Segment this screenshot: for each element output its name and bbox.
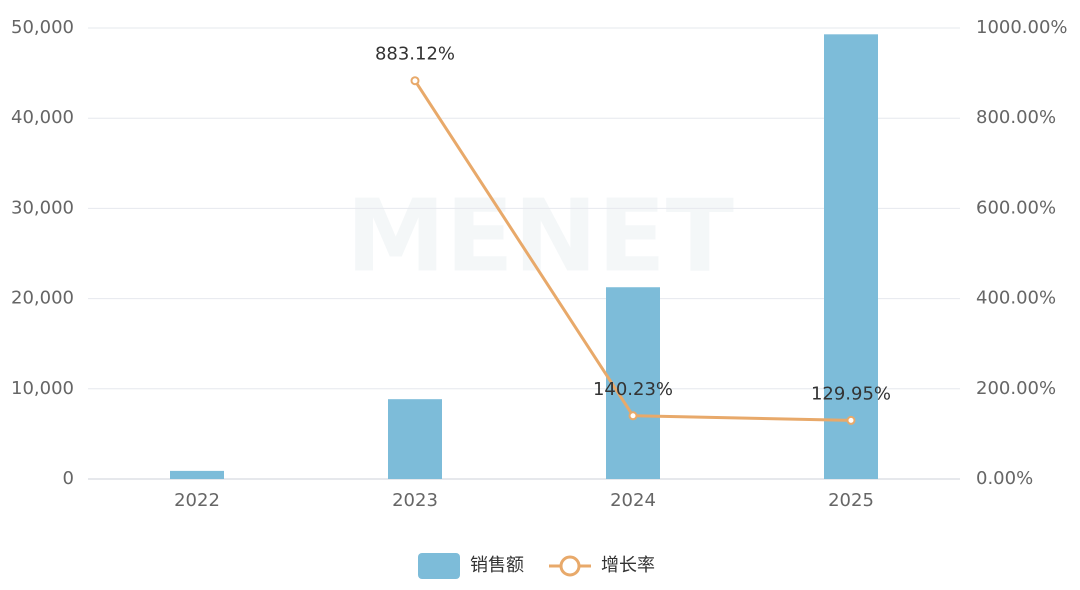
legend-label: 销售额 [470, 555, 524, 576]
x-tick-label: 2025 [828, 490, 874, 511]
bar [170, 470, 224, 479]
y-tick-label: 20,000 [11, 288, 74, 309]
legend-swatch [559, 555, 581, 577]
line-point [628, 411, 638, 421]
bar [388, 399, 442, 479]
y2-tick-label: 600.00% [976, 197, 1056, 218]
data-label: 129.95% [811, 383, 891, 404]
legend-label: 增长率 [601, 555, 655, 576]
y-tick-label: 50,000 [11, 17, 74, 38]
watermark: MENET [346, 177, 734, 294]
x-tick-label: 2022 [174, 490, 220, 511]
y-tick-label: 10,000 [11, 378, 74, 399]
line-point [410, 76, 420, 86]
line-point [846, 415, 856, 425]
x-tick-label: 2024 [610, 490, 656, 511]
bar [824, 34, 878, 480]
data-label: 883.12% [375, 44, 455, 65]
y2-tick-label: 1000.00% [976, 17, 1068, 38]
y2-tick-label: 200.00% [976, 378, 1056, 399]
data-label: 140.23% [593, 379, 673, 400]
y-tick-label: 40,000 [11, 107, 74, 128]
y-tick-label: 30,000 [11, 197, 74, 218]
bar [606, 287, 660, 479]
y-tick-label: 0 [63, 468, 74, 489]
y2-tick-label: 400.00% [976, 288, 1056, 309]
y2-tick-label: 0.00% [976, 468, 1033, 489]
legend-swatch [418, 553, 460, 579]
y2-tick-label: 800.00% [976, 107, 1056, 128]
x-tick-label: 2023 [392, 490, 438, 511]
